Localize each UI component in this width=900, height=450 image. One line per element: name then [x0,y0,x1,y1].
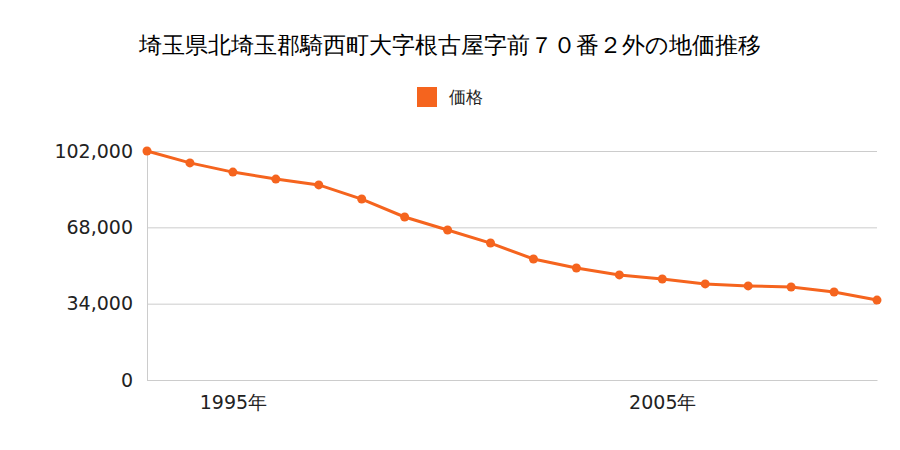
point [143,147,152,156]
y-axis-line [148,152,878,381]
legend-swatch [417,87,437,107]
marks [143,147,882,305]
point [615,270,624,279]
x-tick-label: 1995年 [200,391,267,413]
point [271,175,280,184]
point [486,239,495,248]
point [701,279,710,288]
point [357,195,366,204]
point [873,296,882,305]
grid-line [147,380,877,381]
y-tick: 34,000 [67,292,877,314]
point [787,283,796,292]
y-tick: 68,000 [67,216,877,238]
point [443,226,452,235]
grid-line [147,227,877,228]
point [400,213,409,222]
x-axis-line [148,380,878,381]
point [744,281,753,290]
legend: 価格 [417,87,483,107]
y-tick-label: 102,000 [54,140,133,162]
point [830,287,839,296]
point [529,254,538,263]
legend-item: 価格 [417,87,483,107]
plot: 0 34,000 68,000 102,000 1995年 2005年 [54,140,881,414]
y-tick-label: 0 [121,369,133,391]
y-tick-label: 68,000 [67,216,133,238]
legend-label: 価格 [449,87,483,107]
title: 埼玉県北埼玉郡騎西町大字根古屋字前７０番２外の地価推移 [138,32,761,58]
x-axis: 1995年 2005年 [148,380,878,413]
grid-line [147,151,877,152]
line [147,151,877,300]
chart: 埼玉県北埼玉郡騎西町大字根古屋字前７０番２外の地価推移 0 34,000 68,000… [0,0,900,450]
grid-line [147,304,877,305]
y-tick-label: 34,000 [67,292,133,314]
point [658,274,667,283]
x-tick: 1995年 [200,380,267,413]
y-tick: 0 [121,369,877,391]
x-tick-label: 2005年 [629,391,696,413]
point [228,168,237,177]
y-axis: 0 34,000 68,000 102,000 [54,140,877,391]
point [572,263,581,272]
point [185,158,194,167]
point [314,180,323,189]
x-tick: 2005年 [629,380,696,413]
